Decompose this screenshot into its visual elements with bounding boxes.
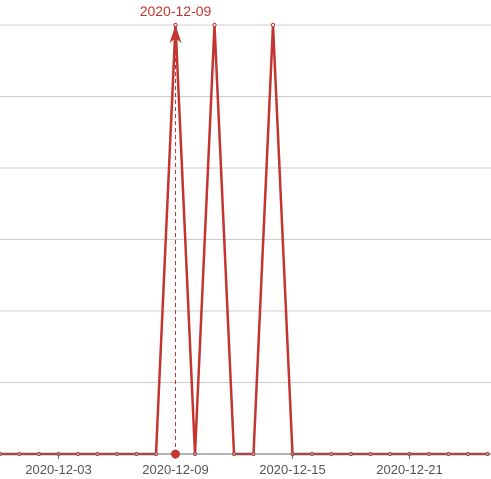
mark-line-arrow-icon	[169, 25, 182, 43]
x-axis: 2020-12-03 2020-12-09 2020-12-15 2020-12-21	[0, 453, 491, 477]
x-tick-label: 2020-12-09	[142, 462, 209, 477]
x-tick-label: 2020-12-15	[259, 462, 326, 477]
mark-line-label: 2020-12-09	[140, 3, 212, 19]
x-tick-label: 2020-12-03	[25, 462, 92, 477]
x-tick-label: 2020-12-21	[376, 462, 443, 477]
mark-line-start-dot[interactable]	[171, 449, 180, 459]
data-point	[212, 22, 217, 28]
mark-line[interactable]: 2020-12-09	[140, 3, 212, 459]
data-point	[270, 22, 276, 28]
grid-lines	[0, 24, 491, 383]
